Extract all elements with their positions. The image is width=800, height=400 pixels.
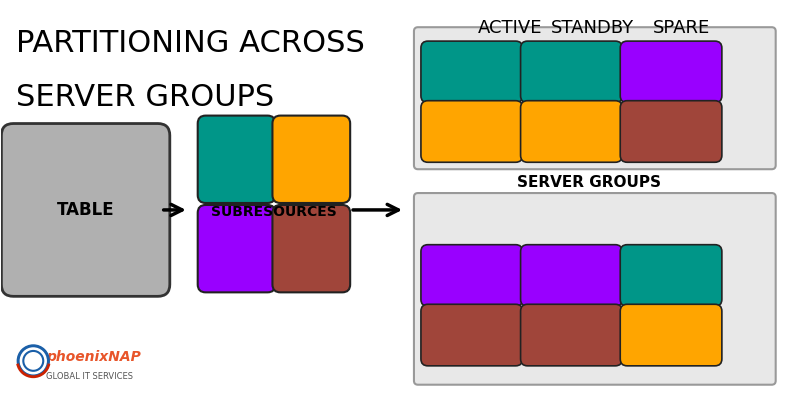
FancyBboxPatch shape — [421, 304, 522, 366]
FancyBboxPatch shape — [273, 116, 350, 203]
FancyBboxPatch shape — [2, 124, 170, 296]
FancyBboxPatch shape — [620, 41, 722, 103]
Circle shape — [20, 348, 46, 374]
FancyBboxPatch shape — [620, 101, 722, 162]
Text: ACTIVE: ACTIVE — [478, 19, 542, 37]
Text: SERVER GROUPS: SERVER GROUPS — [518, 175, 662, 190]
FancyBboxPatch shape — [521, 101, 622, 162]
FancyBboxPatch shape — [421, 245, 522, 306]
FancyBboxPatch shape — [620, 245, 722, 306]
FancyBboxPatch shape — [521, 245, 622, 306]
Circle shape — [18, 345, 50, 377]
FancyBboxPatch shape — [198, 205, 275, 292]
FancyBboxPatch shape — [273, 205, 350, 292]
Text: phoenixNAP: phoenixNAP — [46, 350, 141, 364]
Text: STANDBY: STANDBY — [550, 19, 634, 37]
Text: PARTITIONING ACROSS: PARTITIONING ACROSS — [16, 29, 366, 58]
FancyBboxPatch shape — [414, 193, 776, 385]
Text: SPARE: SPARE — [652, 19, 710, 37]
Text: SUBRESOURCES: SUBRESOURCES — [211, 205, 337, 219]
FancyBboxPatch shape — [414, 27, 776, 169]
FancyBboxPatch shape — [421, 41, 522, 103]
FancyBboxPatch shape — [521, 41, 622, 103]
FancyBboxPatch shape — [521, 304, 622, 366]
FancyBboxPatch shape — [198, 116, 275, 203]
FancyBboxPatch shape — [421, 101, 522, 162]
Text: TABLE: TABLE — [57, 201, 114, 219]
FancyBboxPatch shape — [620, 304, 722, 366]
Text: SERVER GROUPS: SERVER GROUPS — [16, 83, 274, 112]
Text: GLOBAL IT SERVICES: GLOBAL IT SERVICES — [46, 372, 134, 381]
